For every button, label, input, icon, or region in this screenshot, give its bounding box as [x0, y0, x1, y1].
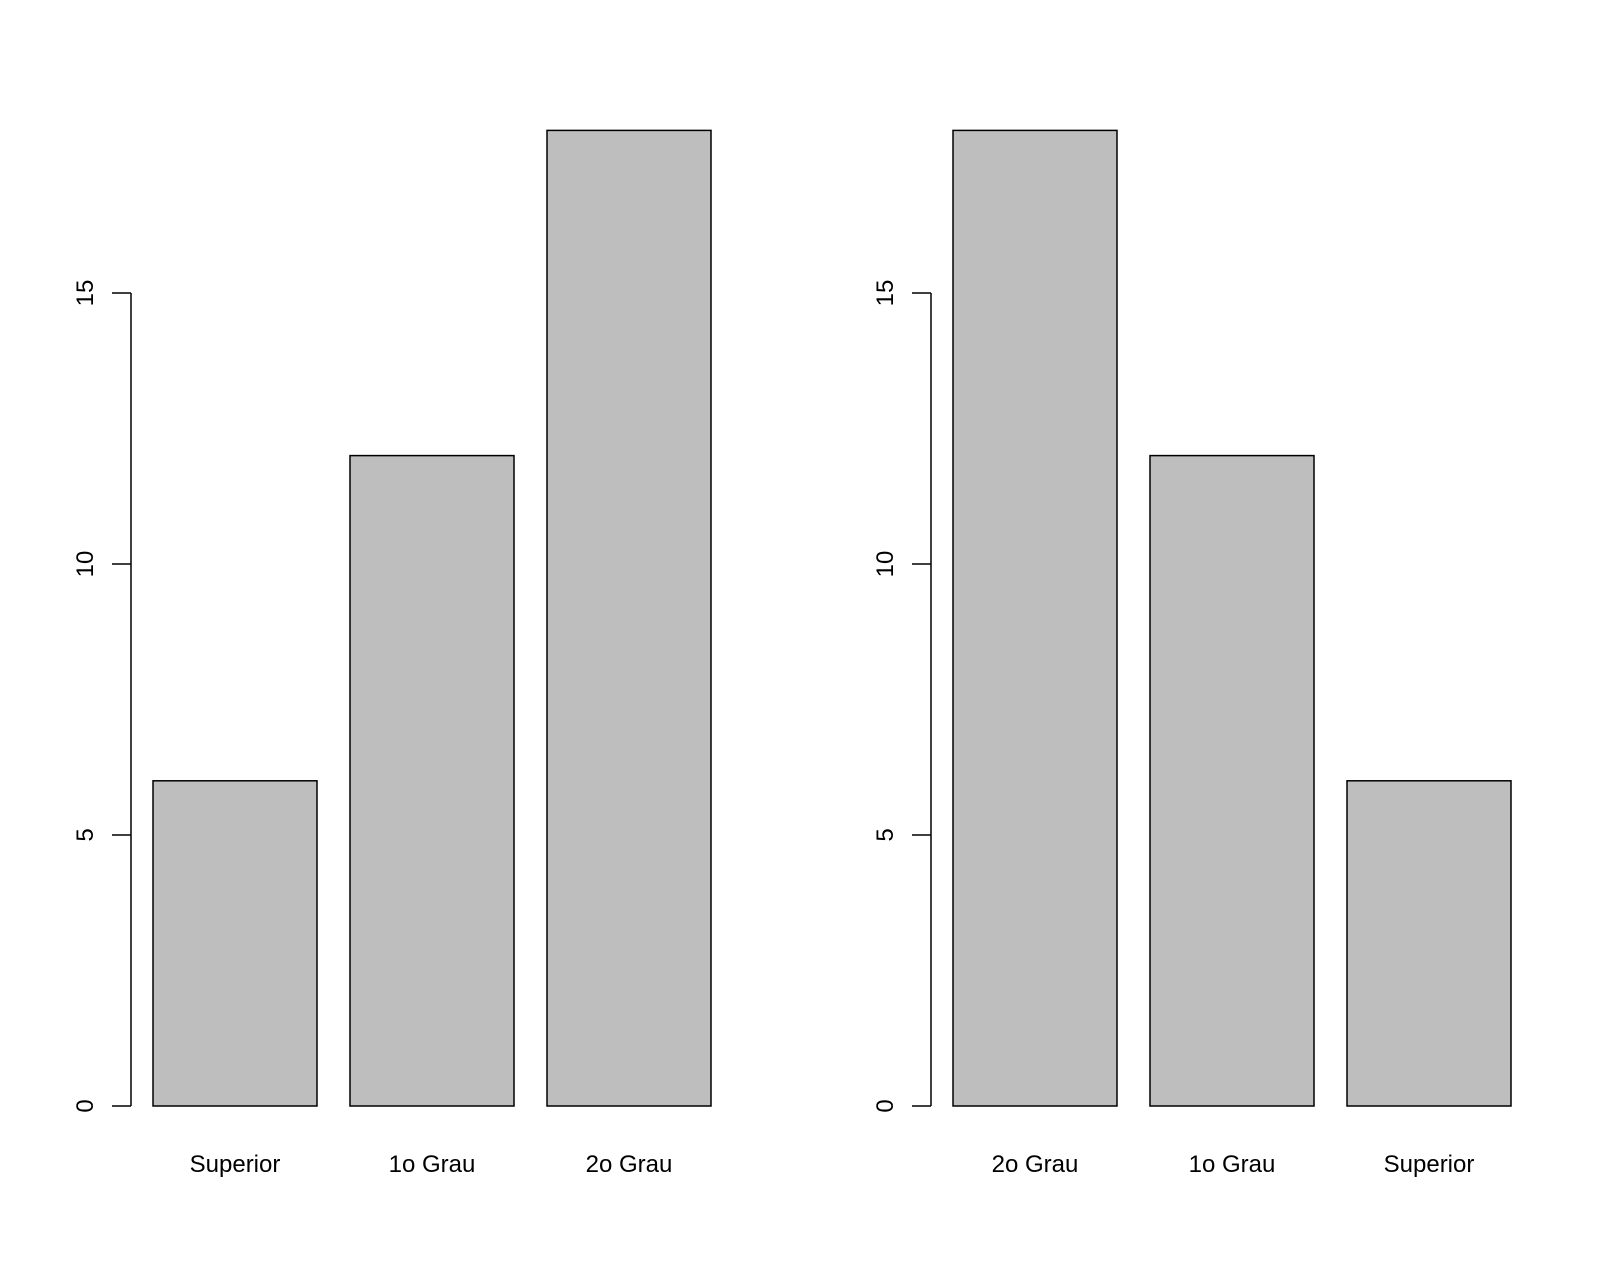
y-tick-label: 15 [872, 280, 899, 307]
y-tick-label: 0 [872, 1099, 899, 1112]
bar [1149, 454, 1315, 1107]
bar [952, 129, 1118, 1107]
x-category-label: 2o Grau [992, 1151, 1079, 1178]
x-category-label: 2o Grau [586, 1151, 673, 1178]
x-category-label: Superior [190, 1151, 281, 1178]
bar [1346, 780, 1512, 1107]
y-tick-label: 10 [872, 551, 899, 578]
y-tick-label: 5 [872, 828, 899, 841]
x-category-label: 1o Grau [389, 1151, 476, 1178]
y-tick-label: 0 [72, 1099, 99, 1112]
x-category-label: Superior [1384, 1151, 1475, 1178]
y-tick-label: 15 [72, 280, 99, 307]
bar [152, 780, 318, 1107]
x-category-label: 1o Grau [1189, 1151, 1276, 1178]
y-tick-label: 10 [72, 551, 99, 578]
y-tick-label: 5 [72, 828, 99, 841]
bar [546, 129, 712, 1107]
chart-panel-1: 0 5 10 15 Superior 1o Grau 2o Grau [72, 129, 712, 1178]
bar [349, 454, 515, 1107]
chart-panel-2: 0 5 10 15 2o Grau 1o Grau Superior [872, 129, 1512, 1178]
